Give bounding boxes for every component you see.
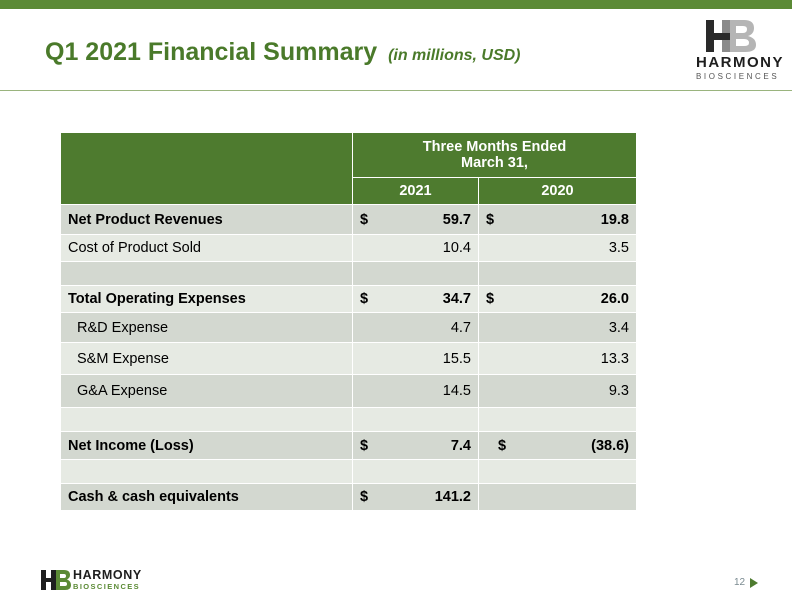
table-header-row-period: Three Months Ended March 31,: [60, 132, 637, 205]
currency-symbol: $: [486, 211, 495, 228]
row-label: Net Income (Loss): [60, 431, 353, 460]
footer-logo: HARMONY BIOSCIENCES: [40, 568, 160, 592]
row-label: Total Operating Expenses: [60, 285, 353, 313]
cell-2020: $19.8: [478, 204, 637, 235]
slide-title-text: Q1 2021 Financial Summary: [45, 38, 378, 66]
cell-2021: $7.4: [352, 431, 479, 460]
table-spacer-row: [60, 261, 637, 286]
value-2021: 141.2: [434, 489, 471, 505]
header-blank-cell: [60, 132, 353, 205]
header-year-2020: 2020: [478, 177, 637, 205]
page-number: 12: [734, 577, 746, 588]
spacer-cell: [478, 261, 637, 286]
currency-symbol: $: [486, 291, 495, 307]
currency-symbol: $: [498, 437, 507, 454]
spacer-cell: [60, 459, 353, 484]
value-2021: 15.5: [352, 342, 479, 375]
header-period-line1: Three Months Ended: [422, 139, 567, 155]
cell-2020: $ (38.6): [478, 431, 637, 460]
currency-symbol: $: [360, 437, 369, 454]
table-spacer-row: [60, 407, 637, 432]
value-2020: 3.4: [478, 312, 637, 343]
row-label: R&D Expense: [60, 312, 353, 343]
footer-logo-word-biosciences: BIOSCIENCES: [73, 582, 141, 591]
logo-word-biosciences: BIOSCIENCES: [696, 72, 780, 81]
value-2020: 26.0: [600, 291, 629, 307]
value-2020: 19.8: [600, 211, 629, 228]
table-row: R&D Expense 4.7 3.4: [60, 312, 637, 343]
spacer-cell: [60, 261, 353, 286]
table-row: Cost of Product Sold 10.4 3.5: [60, 234, 637, 262]
title-divider: [0, 90, 792, 91]
hb-monogram-icon: [706, 20, 756, 52]
value-2021: 4.7: [352, 312, 479, 343]
table-row: G&A Expense 14.5 9.3: [60, 374, 637, 408]
spacer-cell: [352, 459, 479, 484]
cell-2021: $141.2: [352, 483, 479, 511]
spacer-cell: [352, 261, 479, 286]
value-2021: 10.4: [352, 234, 479, 262]
row-label: G&A Expense: [60, 374, 353, 408]
value-2021: 7.4: [450, 437, 471, 454]
slide-title: Q1 2021 Financial Summary (in millions, …: [45, 38, 521, 67]
harmony-logo: HARMONY BIOSCIENCES: [696, 18, 783, 82]
hb-monogram-icon: [41, 570, 71, 590]
table-row: Net Product Revenues $59.7 $19.8: [60, 204, 637, 235]
table-row: Total Operating Expenses $34.7 $26.0: [60, 285, 637, 313]
next-arrow-icon: [750, 578, 758, 588]
value-2020: 3.5: [478, 234, 637, 262]
cell-2021: $59.7: [352, 204, 479, 235]
header-period: Three Months Ended March 31,: [352, 132, 637, 178]
spacer-cell: [60, 407, 353, 432]
row-label: Net Product Revenues: [60, 204, 353, 235]
spacer-cell: [478, 459, 637, 484]
value-2021: 59.7: [442, 211, 471, 228]
value-2020: (38.6): [591, 437, 629, 454]
row-label: Cost of Product Sold: [60, 234, 353, 262]
row-label: Cash & cash equivalents: [60, 483, 353, 511]
value-2021: 14.5: [352, 374, 479, 408]
table-row: Net Income (Loss) $7.4 $ (38.6): [60, 431, 637, 460]
spacer-cell: [352, 407, 479, 432]
currency-symbol: $: [360, 211, 369, 228]
financial-summary-table: Three Months Ended March 31, 2021 2020 N…: [60, 132, 637, 511]
cell-2021: $34.7: [352, 285, 479, 313]
currency-symbol: $: [360, 291, 369, 307]
value-2021: 34.7: [442, 291, 471, 307]
spacer-cell: [478, 407, 637, 432]
slide-subtitle: (in millions, USD): [388, 47, 521, 64]
logo-word-harmony: HARMONY: [696, 54, 784, 71]
table-spacer-row: [60, 459, 637, 484]
value-2020: 13.3: [478, 342, 637, 375]
currency-symbol: $: [360, 489, 369, 505]
table-row: Cash & cash equivalents $141.2: [60, 483, 637, 511]
top-accent-bar: [0, 0, 792, 9]
cell-2020: $26.0: [478, 285, 637, 313]
footer-logo-word-harmony: HARMONY: [73, 568, 142, 582]
cell-2020-empty: [478, 483, 637, 511]
row-label: S&M Expense: [60, 342, 353, 375]
table-row: S&M Expense 15.5 13.3: [60, 342, 637, 375]
header-year-2021: 2021: [352, 177, 479, 205]
header-period-line2: March 31,: [461, 155, 528, 171]
value-2020: 9.3: [478, 374, 637, 408]
